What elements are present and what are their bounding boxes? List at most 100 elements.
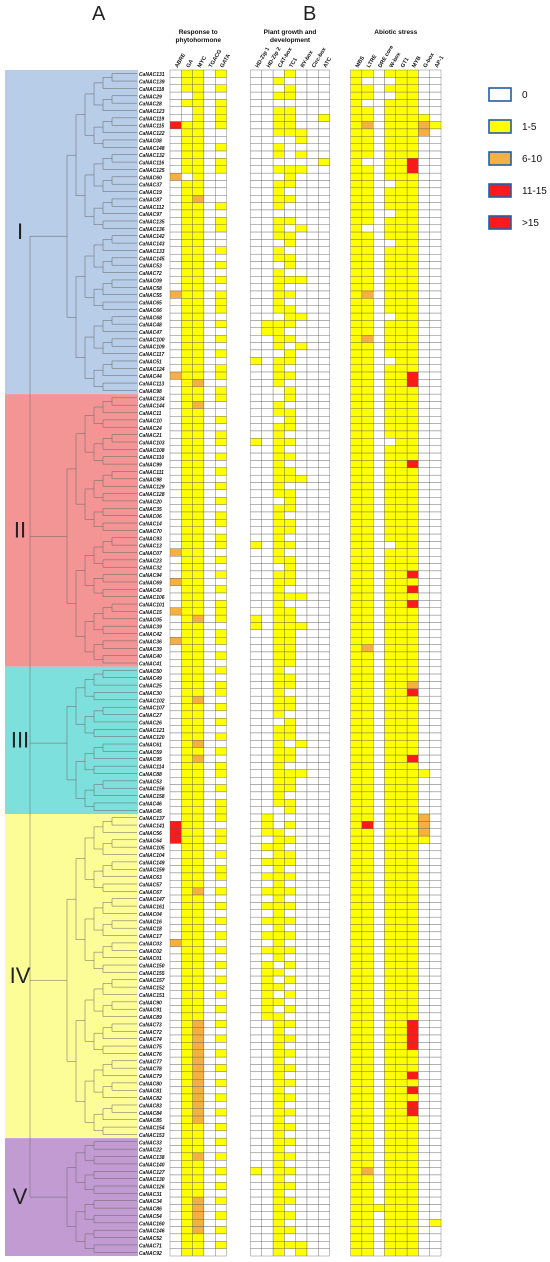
heatmap-cell <box>350 268 363 277</box>
heatmap-cell <box>429 1182 442 1190</box>
heatmap-cell <box>429 150 442 159</box>
heatmap-cell <box>306 1226 319 1235</box>
heatmap-cell <box>350 408 363 417</box>
heatmap-cell <box>250 1174 262 1183</box>
heatmap-cell <box>261 172 274 181</box>
heatmap-cell <box>203 136 216 144</box>
heatmap-cell <box>395 718 408 726</box>
heatmap-cell <box>215 364 227 373</box>
gene-label: CaNAC141 <box>139 824 165 830</box>
heatmap-cell <box>418 364 430 373</box>
heatmap-cell <box>350 1049 363 1058</box>
heatmap-cell <box>384 430 396 439</box>
heatmap-cell <box>284 504 296 513</box>
heatmap-cell <box>361 968 374 977</box>
heatmap-cell <box>272 77 285 85</box>
heatmap-cell <box>384 1226 396 1235</box>
heatmap-cell <box>318 261 330 270</box>
heatmap-cell <box>203 335 216 343</box>
heatmap-cell <box>192 754 205 763</box>
heatmap-cell <box>395 99 408 108</box>
heatmap-cell <box>181 548 193 557</box>
heatmap-cell <box>406 747 419 756</box>
heatmap-cell <box>406 430 419 439</box>
heatmap-cell <box>250 114 262 122</box>
heatmap-cell <box>261 1079 274 1087</box>
heatmap-cell <box>203 710 216 719</box>
heatmap-cell <box>169 629 182 638</box>
heatmap-cell <box>295 975 308 984</box>
heatmap-cell <box>192 1056 205 1065</box>
heatmap-cell <box>215 541 227 549</box>
gene-label: CaNAC102 <box>139 698 165 704</box>
heatmap-cell <box>418 1226 430 1235</box>
heatmap-cell <box>373 202 385 211</box>
heatmap-cell <box>350 187 363 196</box>
heatmap-cell <box>406 732 419 741</box>
heatmap-cell <box>169 784 182 793</box>
heatmap-cell <box>215 1182 227 1190</box>
heatmap-cell <box>261 666 274 675</box>
heatmap-cell <box>181 393 193 402</box>
heatmap-cell <box>215 1071 227 1080</box>
heatmap-cell <box>215 386 227 395</box>
heatmap-cell <box>215 563 227 572</box>
heatmap-cell <box>306 813 319 822</box>
heatmap-cell <box>192 1241 205 1249</box>
heatmap-cell <box>361 1020 374 1028</box>
heatmap-cell <box>181 298 193 306</box>
heatmap-cell <box>261 732 274 741</box>
heatmap-cell <box>169 158 182 166</box>
heatmap-cell <box>395 695 408 704</box>
heatmap-cell <box>429 84 442 93</box>
heatmap-cell <box>350 850 363 859</box>
gene-label: CaNAC83 <box>139 1103 162 1109</box>
heatmap-cell <box>215 423 227 432</box>
heatmap-cell <box>181 136 193 144</box>
heatmap-cell <box>306 695 319 704</box>
heatmap-cell <box>203 320 216 329</box>
heatmap-cell <box>350 1086 363 1095</box>
heatmap-cell <box>384 231 396 240</box>
heatmap-cell <box>361 312 374 321</box>
heatmap-cell <box>192 880 205 888</box>
heatmap-cell <box>261 460 274 468</box>
heatmap-cell <box>429 614 442 623</box>
heatmap-cell <box>418 165 430 174</box>
heatmap-cell <box>306 364 319 373</box>
heatmap-cell <box>215 548 227 557</box>
heatmap-cell <box>361 1160 374 1168</box>
heatmap-cell <box>261 335 274 343</box>
heatmap-cell <box>318 968 330 977</box>
heatmap-cell <box>306 983 319 991</box>
heatmap-cell <box>169 909 182 918</box>
heatmap-cell <box>295 106 308 115</box>
heatmap-cell <box>350 511 363 520</box>
heatmap-cell <box>192 136 205 144</box>
heatmap-cell <box>181 769 193 778</box>
heatmap-cell <box>306 445 319 454</box>
heatmap-cell <box>272 69 285 78</box>
heatmap-cell <box>295 828 308 837</box>
heatmap-cell <box>203 1123 216 1131</box>
heatmap-cell <box>272 695 285 704</box>
heatmap-cell <box>272 1160 285 1168</box>
heatmap-cell <box>306 666 319 675</box>
heatmap-cell <box>250 511 262 520</box>
heatmap-cell <box>318 570 330 579</box>
heatmap-cell <box>169 401 182 410</box>
heatmap-cell <box>215 909 227 918</box>
heatmap-cell <box>192 865 205 874</box>
heatmap-cell <box>203 489 216 498</box>
heatmap-cell <box>250 526 262 535</box>
heatmap-cell <box>429 666 442 675</box>
heatmap-cell <box>306 209 319 218</box>
heatmap-cell <box>350 659 363 667</box>
heatmap-cell <box>295 1218 308 1227</box>
heatmap-cell <box>272 445 285 454</box>
heatmap-cell <box>261 983 274 991</box>
heatmap-cell <box>261 1027 274 1036</box>
heatmap-cell <box>203 357 216 365</box>
heatmap-cell <box>215 1189 227 1198</box>
heatmap-cell <box>250 1086 262 1095</box>
